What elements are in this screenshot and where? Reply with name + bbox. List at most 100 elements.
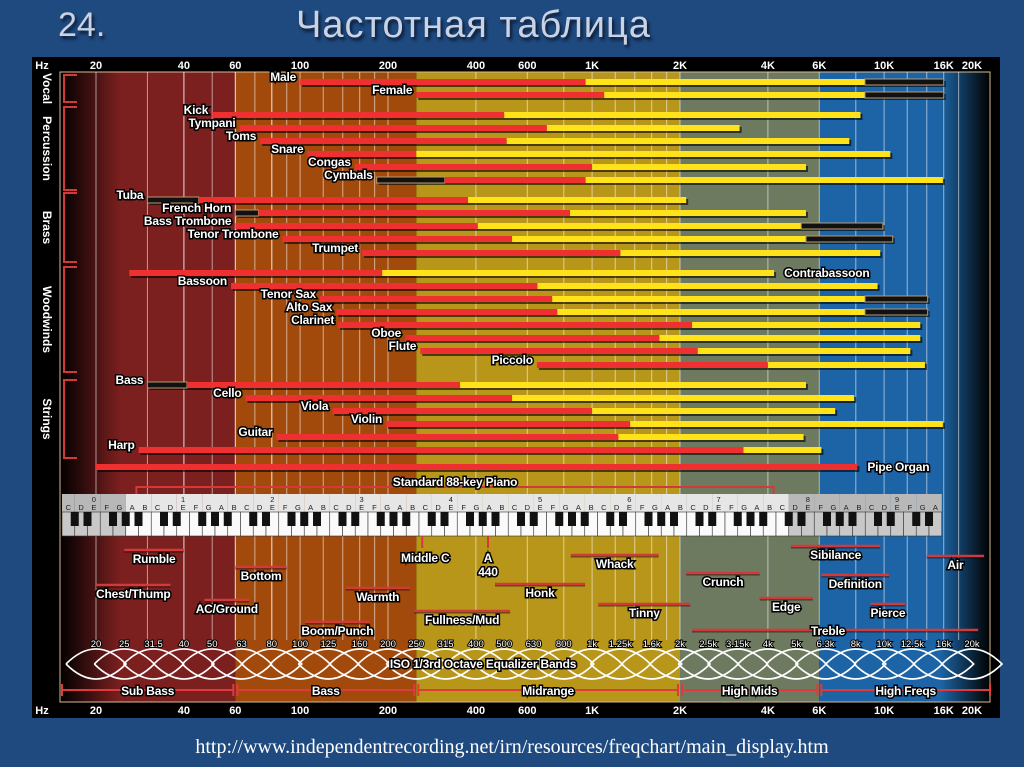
eq-band-curve [533,648,595,680]
group-bracket [63,192,77,263]
axis-tick-bottom: 20K [962,705,982,717]
key-label-cell [597,494,611,512]
key-note-label: E [716,503,721,512]
black-key [555,512,564,526]
key-note-label: E [805,503,810,512]
key-label-cell [138,494,152,512]
black-key [746,512,755,526]
key-note-label: F [640,503,645,512]
bar-fundamental [276,434,619,440]
bar-harmonics [620,250,881,256]
descriptor-ac-ground: AC/Ground [196,602,258,616]
eq-band-curve [123,648,185,680]
bar-harmonics [552,296,865,302]
instrument-label: Flute [389,339,417,353]
key-label-cell [814,494,827,512]
instrument-row-violin [386,421,945,429]
black-key [670,512,678,526]
instrument-row-trumpet [362,250,883,258]
bar-harmonics [506,138,850,144]
descriptor-treble: Treble [811,624,846,638]
range-label-high-freqs: High Freqs [875,684,936,698]
black-key [211,512,219,526]
key-note-label: C [869,503,875,512]
descriptor-whack: Whack [596,557,634,571]
axis-tick-top: 600 [518,60,536,72]
bar-extended-high [805,235,894,243]
instrument-label: French Horn [162,201,231,215]
instrument-label: Guitar [238,425,273,439]
axis-tick-top: 1K [585,60,599,72]
black-key [835,512,844,526]
bar-harmonics [382,270,775,276]
range-label-sub-bass: Sub Bass [121,684,175,698]
bar-harmonics [569,210,806,216]
instrument-row-bassoon [231,283,880,291]
bar-fundamental [405,335,660,341]
key-label-cell [610,494,623,512]
bar-fundamental [536,362,768,368]
axis-tick-top: 400 [467,60,485,72]
bar-extended-low [234,209,259,217]
key-note-label: A [844,503,849,512]
black-key [160,512,168,526]
key-label-cell [202,494,215,512]
descriptor-sibilance: Sibilance [810,548,861,562]
eq-band-label: 100 [292,639,308,650]
key-note-label: D [614,503,620,512]
marker-sublabel: 440 [478,565,498,579]
bar-fundamental [212,112,505,118]
key-label-cell [151,494,164,512]
piano-keyboard: C D E0F G A B C D E1F G A B C D E2F G A B C D E3F G A B C D E4F G A B… [61,494,943,537]
key-note-label: F [194,503,199,512]
source-url[interactable]: http://www.independentrecording.net/irn/… [195,736,829,758]
key-note-label: G [206,503,212,512]
eq-band-curve [825,648,887,680]
key-label-cell [661,494,674,512]
instrument-label: Kick [184,103,209,117]
axis-tick-bottom: 4K [761,705,775,717]
bar-harmonics [512,395,855,401]
bar-fundamental [416,92,605,98]
black-key [121,512,130,526]
key-label-cell [521,494,534,512]
bar-harmonics [585,79,865,85]
axis-tick-top: 16K [934,60,954,72]
black-key [874,512,882,526]
descriptor-bottom: Bottom [241,569,282,583]
eq-title: ISO 1/3rd Octave Equalizer Bands [390,657,577,671]
bar-fundamental [282,236,513,242]
key-label-cell [584,494,598,512]
black-key [134,512,143,526]
instrument-label: Tuba [116,188,143,202]
key-note-label: F [461,503,466,512]
key-note-label: E [895,503,900,512]
black-key [198,512,207,526]
slide-number: 24. [58,6,106,44]
bar-harmonics [546,125,740,131]
slide-title: Частотная таблица [296,4,651,46]
key-label-cell [266,494,279,512]
range-label-midrange: Midrange [522,684,574,698]
instrument-label: Oboe [371,326,401,340]
key-note-label: B [499,503,504,512]
key-note-label: F [729,503,734,512]
eq-band-label: 40 [179,639,190,650]
key-note-label: F [551,503,556,512]
black-key [440,512,449,526]
instrument-row-french-horn [234,209,808,218]
axis-tick-bottom: 2K [673,705,687,717]
descriptor-pierce: Pierce [870,606,905,620]
bar-fundamental [354,164,593,170]
key-label-cell [482,494,496,512]
eq-band-curve [241,648,303,680]
eq-band-curve [913,648,975,680]
key-note-label: G [652,503,658,512]
key-label-cell [227,494,241,512]
key-note-label: F [372,503,377,512]
bar-extended-low [146,196,200,204]
black-key [529,512,538,526]
group-label-percussion: Percussion [40,116,54,181]
key-note-label: G [830,503,836,512]
eq-band-label: 16k [936,639,952,650]
